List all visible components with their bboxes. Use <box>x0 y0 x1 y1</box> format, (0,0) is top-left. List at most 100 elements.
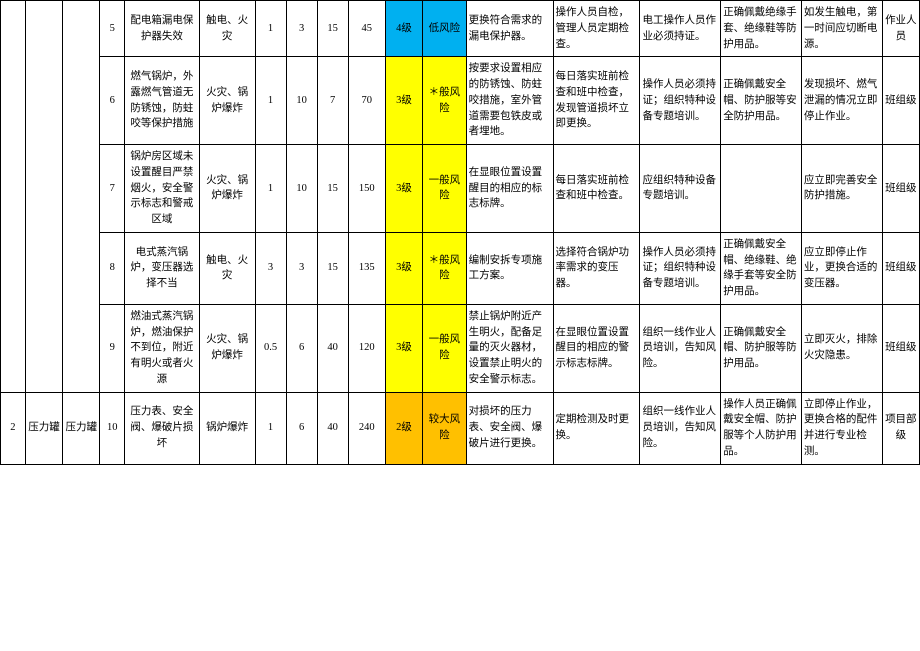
cell-hazard: 锅炉房区域未设置醒目严禁烟火，安全警示标志和警戒区域 <box>125 145 200 233</box>
section-cell: 2 <box>1 392 26 464</box>
cell-mgmt: 每日落实班前检查和班中检查，发现管道损坏立即更换。 <box>553 57 640 145</box>
cell-risk: 低风险 <box>423 1 466 57</box>
section-cell: 压力罐 <box>25 392 62 464</box>
cell-harm: 触电、火灾 <box>199 232 255 304</box>
section-cell <box>63 1 100 393</box>
cell-D: 135 <box>348 232 385 304</box>
cell-level: 4级 <box>385 1 422 57</box>
cell-mgmt: 在显眼位置设置醒目的相应的警示标志标牌。 <box>553 304 640 392</box>
cell-emg: 立即停止作业，更换合格的配件并进行专业检测。 <box>801 392 882 464</box>
cell-mgmt: 每日落实班前检查和班中检查。 <box>553 145 640 233</box>
cell-train: 组织一线作业人员培训，告知风险。 <box>640 392 721 464</box>
cell-C: 15 <box>317 145 348 233</box>
risk-table: 5配电箱漏电保护器失效触电、火灾1315454级低风险更换符合需求的漏电保护器。… <box>0 0 920 465</box>
cell-no: 7 <box>100 145 125 233</box>
cell-ppe: 正确佩戴安全帽、防护服等防护用品。 <box>721 304 802 392</box>
cell-risk: ＊般风险 <box>423 57 466 145</box>
cell-resp: 项目部级 <box>882 392 919 464</box>
section-cell <box>25 1 62 393</box>
cell-ppe: 正确佩戴安全帽、绝缘鞋、绝缘手套等安全防护用品。 <box>721 232 802 304</box>
cell-emg: 应立即完善安全防护措施。 <box>801 145 882 233</box>
cell-ppe: 正确佩戴绝缘手套、绝缘鞋等防护用品。 <box>721 1 802 57</box>
cell-C: 7 <box>317 57 348 145</box>
table-row: 5配电箱漏电保护器失效触电、火灾1315454级低风险更换符合需求的漏电保护器。… <box>1 1 920 57</box>
cell-train: 应组织特种设备专题培训。 <box>640 145 721 233</box>
cell-hazard: 压力表、安全阀、爆破片损坏 <box>125 392 200 464</box>
cell-C: 15 <box>317 232 348 304</box>
cell-no: 5 <box>100 1 125 57</box>
cell-emg: 应立即停止作业，更换合适的变压器。 <box>801 232 882 304</box>
cell-level: 3级 <box>385 57 422 145</box>
cell-train: 组织一线作业人员培训，告知风险。 <box>640 304 721 392</box>
cell-resp: 班组级 <box>882 145 919 233</box>
cell-hazard: 配电箱漏电保护器失效 <box>125 1 200 57</box>
cell-risk: 一般风险 <box>423 145 466 233</box>
cell-resp: 作业人员 <box>882 1 919 57</box>
cell-no: 9 <box>100 304 125 392</box>
cell-no: 10 <box>100 392 125 464</box>
cell-eng: 对损坏的压力表、安全阀、爆破片进行更换。 <box>466 392 553 464</box>
cell-C: 40 <box>317 304 348 392</box>
cell-L: 1 <box>255 392 286 464</box>
cell-harm: 火灾、锅炉爆炸 <box>199 304 255 392</box>
cell-emg: 如发生触电，第一时间应切断电源。 <box>801 1 882 57</box>
cell-ppe: 操作人员正确佩戴安全帽、防护服等个人防护用品。 <box>721 392 802 464</box>
cell-risk: 一般风险 <box>423 304 466 392</box>
cell-level: 3级 <box>385 304 422 392</box>
cell-train: 电工操作人员作业必须持证。 <box>640 1 721 57</box>
cell-harm: 火灾、锅炉爆炸 <box>199 57 255 145</box>
cell-E: 3 <box>286 1 317 57</box>
cell-level: 2级 <box>385 392 422 464</box>
cell-harm: 锅炉爆炸 <box>199 392 255 464</box>
cell-no: 6 <box>100 57 125 145</box>
cell-E: 6 <box>286 304 317 392</box>
cell-L: 1 <box>255 145 286 233</box>
cell-eng: 更换符合需求的漏电保护器。 <box>466 1 553 57</box>
cell-resp: 班组级 <box>882 304 919 392</box>
cell-ppe <box>721 145 802 233</box>
cell-C: 40 <box>317 392 348 464</box>
table-row: 7锅炉房区域未设置醒目严禁烟火，安全警示标志和警戒区域火灾、锅炉爆炸110151… <box>1 145 920 233</box>
cell-eng: 按要求设置相应的防锈蚀、防蛀咬措施，室外管道需要包铁皮或者埋地。 <box>466 57 553 145</box>
cell-L: 0.5 <box>255 304 286 392</box>
cell-eng: 在显眼位置设置醒目的相应的标志标牌。 <box>466 145 553 233</box>
cell-mgmt: 选择符合锅炉功率需求的变压器。 <box>553 232 640 304</box>
cell-harm: 火灾、锅炉爆炸 <box>199 145 255 233</box>
cell-D: 45 <box>348 1 385 57</box>
cell-D: 120 <box>348 304 385 392</box>
cell-emg: 立即灭火，排除火灾隐患。 <box>801 304 882 392</box>
cell-D: 240 <box>348 392 385 464</box>
cell-level: 3级 <box>385 232 422 304</box>
cell-level: 3级 <box>385 145 422 233</box>
table-row: 6燃气锅炉，外露燃气管道无防锈蚀，防蛀咬等保护措施火灾、锅炉爆炸1107703级… <box>1 57 920 145</box>
section-cell <box>1 1 26 393</box>
cell-mgmt: 操作人员自检，管理人员定期检查。 <box>553 1 640 57</box>
cell-resp: 班组级 <box>882 232 919 304</box>
cell-train: 操作人员必须持证；组织特种设备专题培训。 <box>640 57 721 145</box>
cell-D: 150 <box>348 145 385 233</box>
section-cell: 压力罐 <box>63 392 100 464</box>
cell-E: 10 <box>286 57 317 145</box>
cell-L: 1 <box>255 57 286 145</box>
cell-mgmt: 定期检测及时更换。 <box>553 392 640 464</box>
cell-resp: 班组级 <box>882 57 919 145</box>
cell-E: 6 <box>286 392 317 464</box>
cell-eng: 禁止锅炉附近产生明火，配备足量的灭火器材，设置禁止明火的安全警示标志。 <box>466 304 553 392</box>
cell-no: 8 <box>100 232 125 304</box>
cell-hazard: 燃气锅炉，外露燃气管道无防锈蚀，防蛀咬等保护措施 <box>125 57 200 145</box>
table-row: 9燃油式蒸汽锅炉，燃油保护不到位，附近有明火或者火源火灾、锅炉爆炸0.56401… <box>1 304 920 392</box>
cell-ppe: 正确佩戴安全帽、防护服等安全防护用品。 <box>721 57 802 145</box>
table-row: 8电式蒸汽锅炉，变压器选择不当触电、火灾33151353级＊般风险编制安拆专项施… <box>1 232 920 304</box>
cell-hazard: 电式蒸汽锅炉，变压器选择不当 <box>125 232 200 304</box>
cell-E: 10 <box>286 145 317 233</box>
cell-eng: 编制安拆专项施工方案。 <box>466 232 553 304</box>
cell-train: 操作人员必须持证；组织特种设备专题培训。 <box>640 232 721 304</box>
cell-emg: 发现损坏、燃气泄漏的情况立即停止作业。 <box>801 57 882 145</box>
cell-hazard: 燃油式蒸汽锅炉，燃油保护不到位，附近有明火或者火源 <box>125 304 200 392</box>
cell-E: 3 <box>286 232 317 304</box>
cell-L: 3 <box>255 232 286 304</box>
cell-C: 15 <box>317 1 348 57</box>
cell-D: 70 <box>348 57 385 145</box>
table-row: 2压力罐压力罐10压力表、安全阀、爆破片损坏锅炉爆炸16402402级较大风险对… <box>1 392 920 464</box>
cell-risk: 较大风险 <box>423 392 466 464</box>
